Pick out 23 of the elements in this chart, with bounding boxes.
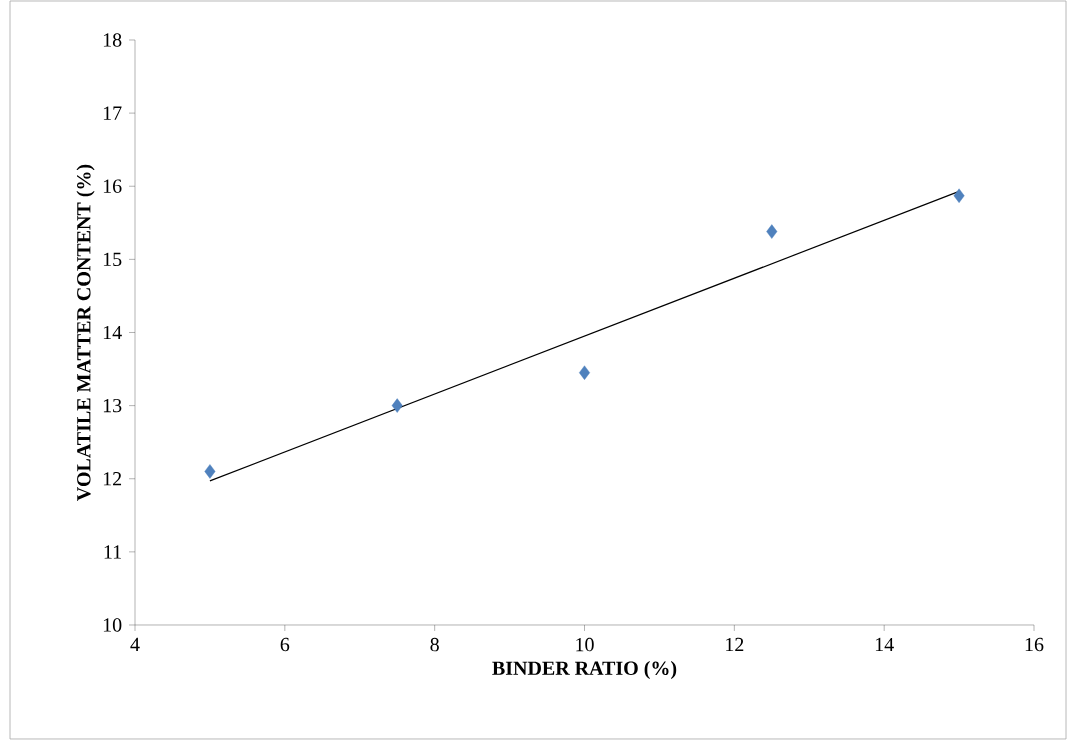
- point: [953, 188, 965, 203]
- x-tick-label: 14: [875, 637, 894, 652]
- x-tick-label: 6: [280, 637, 290, 652]
- point: [579, 365, 590, 380]
- y-tick-label: 10: [103, 618, 122, 632]
- x-tick-label: 4: [130, 637, 140, 652]
- x-axis-title: BINDER RATIO (%): [492, 660, 677, 680]
- y-tick-label: 16: [103, 179, 122, 193]
- point: [204, 464, 216, 479]
- y-tick-label: 12: [103, 472, 122, 486]
- y-axis-title: VOLATILE MATTER CONTENT (%): [76, 164, 95, 501]
- point: [766, 224, 778, 239]
- point: [391, 398, 403, 413]
- x-tick-label: 8: [430, 637, 439, 652]
- x-tick-label: 16: [1025, 637, 1044, 652]
- y-tick-label: 11: [104, 545, 121, 559]
- y-tick-label: 18: [103, 33, 122, 47]
- y-tick-label: 14: [103, 325, 122, 340]
- y-tick-label: 15: [103, 252, 122, 267]
- x-tick-label: 12: [726, 637, 744, 652]
- x-tick-label: 10: [576, 637, 594, 652]
- y-tick-label: 17: [103, 106, 122, 120]
- y-tick-label: 13: [103, 398, 122, 413]
